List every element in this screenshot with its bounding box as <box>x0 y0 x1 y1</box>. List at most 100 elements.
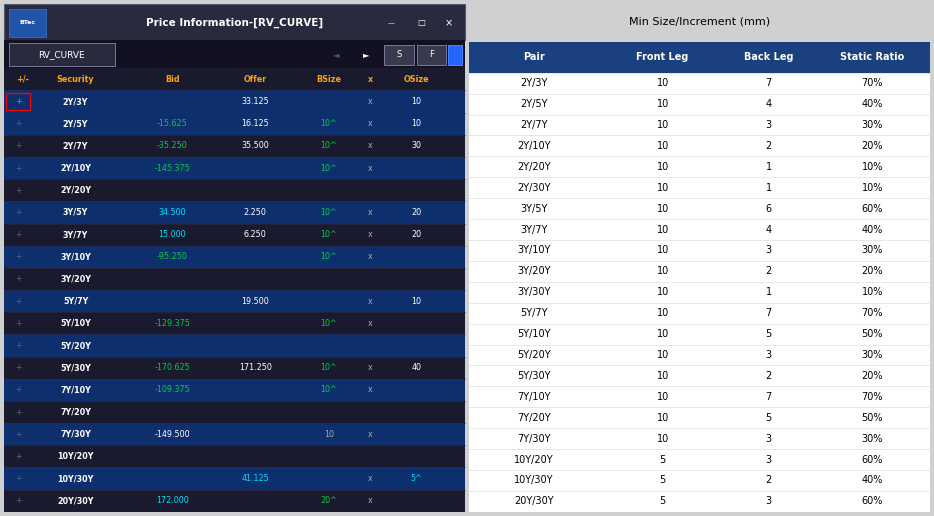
FancyBboxPatch shape <box>8 43 115 66</box>
Text: x: x <box>368 430 373 439</box>
FancyBboxPatch shape <box>469 156 930 178</box>
Text: -129.375: -129.375 <box>154 319 191 328</box>
Text: 41.125: 41.125 <box>241 474 269 483</box>
Text: +: + <box>15 141 21 150</box>
Text: 2Y/10Y: 2Y/10Y <box>60 164 92 172</box>
FancyBboxPatch shape <box>469 240 930 261</box>
Text: OSize: OSize <box>403 74 430 84</box>
Text: 10Y/20Y: 10Y/20Y <box>514 455 554 464</box>
Text: 50%: 50% <box>861 329 883 339</box>
FancyBboxPatch shape <box>4 201 465 223</box>
Text: 40: 40 <box>412 363 421 372</box>
FancyBboxPatch shape <box>4 379 465 401</box>
Text: x: x <box>368 97 373 106</box>
Text: 5: 5 <box>766 329 771 339</box>
Text: F: F <box>430 51 434 59</box>
FancyBboxPatch shape <box>4 40 465 68</box>
Text: 30%: 30% <box>861 433 883 444</box>
FancyBboxPatch shape <box>469 219 930 240</box>
FancyBboxPatch shape <box>4 223 465 246</box>
Text: Price Information-[RV_CURVE]: Price Information-[RV_CURVE] <box>146 18 323 28</box>
Text: Offer: Offer <box>244 74 267 84</box>
Text: 30%: 30% <box>861 246 883 255</box>
Text: 2: 2 <box>766 475 771 486</box>
Text: +: + <box>15 341 21 350</box>
Text: +: + <box>15 252 21 261</box>
FancyBboxPatch shape <box>469 42 930 73</box>
Text: 10: 10 <box>657 413 669 423</box>
Text: 10^: 10^ <box>320 208 337 217</box>
Text: 3Y/20Y: 3Y/20Y <box>60 275 92 283</box>
FancyBboxPatch shape <box>469 115 930 135</box>
FancyBboxPatch shape <box>469 135 930 156</box>
Text: 2: 2 <box>766 371 771 381</box>
Text: 60%: 60% <box>861 496 883 506</box>
Text: 7Y/10Y: 7Y/10Y <box>517 392 550 402</box>
Text: 7: 7 <box>766 78 771 88</box>
Text: 5Y/30Y: 5Y/30Y <box>517 371 550 381</box>
Text: 3Y/7Y: 3Y/7Y <box>63 230 89 239</box>
FancyBboxPatch shape <box>469 282 930 303</box>
Text: x: x <box>368 496 373 505</box>
Text: -145.375: -145.375 <box>154 164 191 172</box>
Text: 10: 10 <box>657 329 669 339</box>
Text: 10%: 10% <box>861 183 883 192</box>
Text: 5: 5 <box>659 496 666 506</box>
Text: +: + <box>15 164 21 172</box>
Text: +: + <box>15 186 21 195</box>
Text: 19.500: 19.500 <box>241 297 269 305</box>
Text: +: + <box>15 363 21 372</box>
Text: 4: 4 <box>766 99 771 109</box>
Text: 10: 10 <box>657 433 669 444</box>
Text: 1: 1 <box>766 287 771 297</box>
Text: -170.625: -170.625 <box>154 363 191 372</box>
Text: 5Y/20Y: 5Y/20Y <box>517 350 550 360</box>
Text: 5^: 5^ <box>411 474 422 483</box>
FancyBboxPatch shape <box>4 357 465 379</box>
Text: 7Y/30Y: 7Y/30Y <box>517 433 550 444</box>
Text: 5: 5 <box>766 413 771 423</box>
Text: 40%: 40% <box>861 99 883 109</box>
Text: +: + <box>15 275 21 283</box>
FancyBboxPatch shape <box>4 112 465 135</box>
Text: +: + <box>15 297 21 305</box>
Text: 171.250: 171.250 <box>239 363 272 372</box>
Text: -15.625: -15.625 <box>157 119 188 128</box>
Text: 3Y/10Y: 3Y/10Y <box>517 246 550 255</box>
Text: Min Size/Increment (mm): Min Size/Increment (mm) <box>629 17 770 27</box>
Text: x: x <box>368 474 373 483</box>
Text: Back Leg: Back Leg <box>743 53 793 62</box>
Text: 4: 4 <box>766 224 771 235</box>
Text: 30%: 30% <box>861 350 883 360</box>
Text: 10^: 10^ <box>320 319 337 328</box>
Text: x: x <box>368 164 373 172</box>
Text: -149.500: -149.500 <box>154 430 191 439</box>
Text: +: + <box>15 430 21 439</box>
FancyBboxPatch shape <box>4 334 465 357</box>
Text: 20^: 20^ <box>320 496 337 505</box>
Text: 10^: 10^ <box>320 252 337 261</box>
Text: 10Y/20Y: 10Y/20Y <box>57 452 93 461</box>
Text: 10Y/30Y: 10Y/30Y <box>514 475 553 486</box>
Text: x: x <box>368 363 373 372</box>
FancyBboxPatch shape <box>4 90 465 112</box>
Text: 7Y/10Y: 7Y/10Y <box>60 385 91 394</box>
Text: 40%: 40% <box>861 475 883 486</box>
FancyBboxPatch shape <box>469 407 930 428</box>
FancyBboxPatch shape <box>469 261 930 282</box>
FancyBboxPatch shape <box>4 490 465 512</box>
Text: 70%: 70% <box>861 78 883 88</box>
Text: 10: 10 <box>657 141 669 151</box>
Text: 172.000: 172.000 <box>156 496 189 505</box>
FancyBboxPatch shape <box>448 45 461 64</box>
Text: 10Y/30Y: 10Y/30Y <box>57 474 93 483</box>
Text: 5Y/10Y: 5Y/10Y <box>60 319 91 328</box>
Text: 10: 10 <box>657 78 669 88</box>
FancyBboxPatch shape <box>469 365 930 386</box>
FancyBboxPatch shape <box>469 470 930 491</box>
Text: 10: 10 <box>324 430 334 439</box>
Text: 20: 20 <box>412 230 421 239</box>
Text: x: x <box>368 297 373 305</box>
FancyBboxPatch shape <box>469 178 930 198</box>
FancyBboxPatch shape <box>8 9 46 37</box>
